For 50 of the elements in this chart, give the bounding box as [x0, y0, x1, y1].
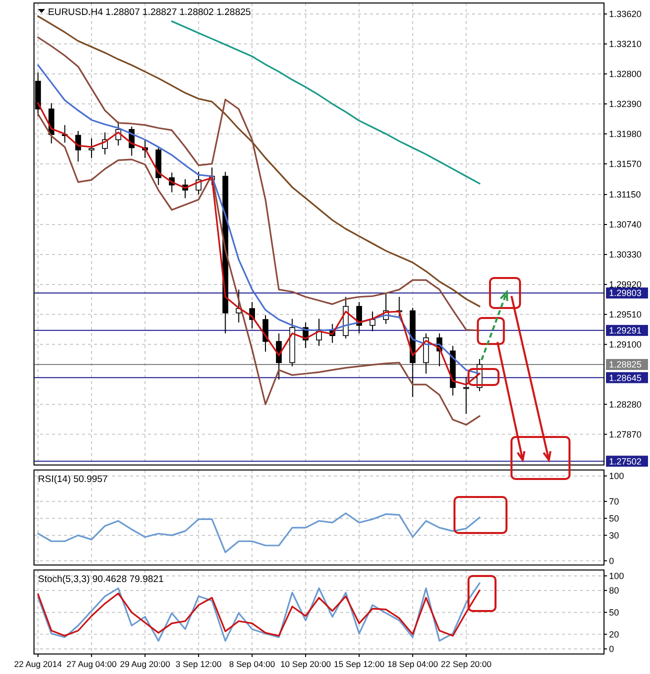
x-tick-label: 29 Aug 20:00	[120, 659, 170, 669]
x-tick-label: 22 Aug 2014	[14, 659, 62, 669]
candlestick	[370, 310, 376, 332]
candlestick	[88, 138, 94, 158]
y-tick-label: 1.29920	[609, 280, 642, 290]
candlestick	[356, 301, 362, 334]
chart-title: EURUSD.H4 1.28807 1.28827 1.28802 1.28825	[48, 7, 251, 18]
line-series	[37, 113, 480, 426]
ref-line-label: 1.27502	[609, 456, 642, 466]
y-tick-label: 1.28280	[609, 399, 642, 410]
chart-title: RSI(14) 50.9957	[38, 474, 108, 485]
y-tick-label: 1.29510	[609, 310, 642, 320]
y-tick-label: 1.33620	[609, 9, 642, 20]
y-tick-label: 1.31980	[609, 129, 642, 139]
x-tick-label: 8 Sep 04:00	[229, 659, 276, 669]
y-tick-label: 1.32390	[609, 99, 642, 110]
y-tick-label: 1.31150	[609, 190, 641, 200]
candlestick	[262, 314, 268, 352]
y-tick-label: 1.30330	[609, 250, 642, 260]
ref-line-label: 1.29803	[609, 288, 642, 298]
y-tick-label: 0	[609, 644, 614, 654]
y-tick-label: 0	[609, 556, 614, 566]
y-tick-label: 1.29100	[609, 340, 642, 350]
y-tick-label: 80	[609, 586, 620, 596]
y-tick-label: 50	[609, 514, 620, 524]
y-tick-label: 1.30740	[609, 220, 642, 230]
ref-line-label: 1.28825	[609, 360, 642, 370]
y-tick-label: 1.32800	[609, 69, 642, 80]
y-tick-label: 1.27870	[609, 429, 642, 440]
y-tick-label: 20	[609, 629, 620, 640]
ref-line-label: 1.28645	[609, 372, 642, 383]
x-tick-label: 3 Sep 12:00	[176, 659, 222, 669]
x-tick-label: 18 Sep 04:00	[387, 659, 438, 669]
candlestick	[276, 332, 282, 380]
line-series	[171, 20, 480, 184]
y-tick-label: 1.33210	[609, 39, 642, 50]
line-series	[37, 512, 480, 554]
x-tick-label: 22 Sep 20:00	[440, 659, 492, 669]
x-tick-label: 27 Aug 04:00	[66, 659, 117, 669]
x-tick-label: 15 Sep 12:00	[334, 659, 385, 669]
y-tick-label: 100	[609, 570, 624, 581]
y-tick-label: 100	[609, 471, 624, 482]
candlestick	[463, 376, 470, 414]
chart-title: Stoch(5,3,3) 90.4628 79.9821	[38, 574, 164, 585]
ref-line-label: 1.29291	[609, 326, 642, 336]
y-tick-label: 30	[609, 530, 620, 540]
x-tick-label: 10 Sep 20:00	[280, 659, 332, 669]
y-tick-label: 1.31570	[609, 158, 642, 169]
y-tick-label: 50	[609, 608, 620, 618]
y-tick-label: 70	[609, 496, 620, 507]
